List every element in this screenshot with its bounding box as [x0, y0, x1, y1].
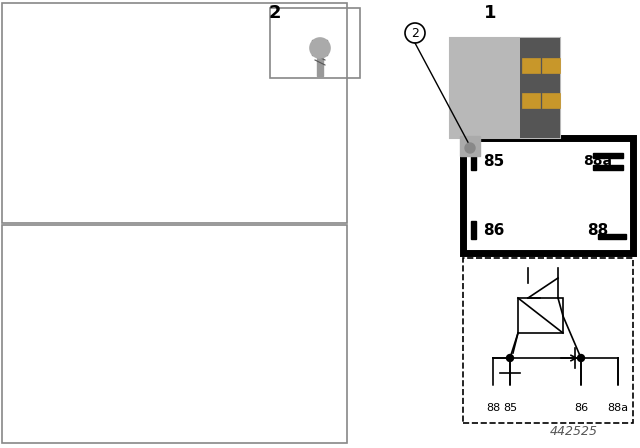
- Bar: [463, 258, 633, 423]
- Circle shape: [506, 387, 515, 396]
- Bar: [522, 58, 540, 73]
- Text: 88: 88: [588, 223, 609, 237]
- Text: 2: 2: [269, 4, 281, 22]
- Text: 442525: 442525: [550, 425, 598, 438]
- Circle shape: [488, 387, 497, 396]
- Text: 1: 1: [484, 4, 496, 22]
- Circle shape: [614, 387, 623, 396]
- Bar: [450, 38, 560, 138]
- Circle shape: [577, 354, 584, 362]
- Bar: [471, 221, 476, 239]
- Bar: [518, 298, 563, 333]
- Bar: [542, 58, 560, 73]
- Bar: [542, 93, 560, 108]
- Circle shape: [506, 354, 513, 362]
- Text: 88a: 88a: [607, 403, 628, 413]
- Text: 85: 85: [503, 403, 517, 413]
- Text: 88a: 88a: [584, 154, 612, 168]
- Bar: [598, 234, 626, 239]
- Circle shape: [577, 387, 586, 396]
- Text: 2: 2: [411, 26, 419, 39]
- Bar: [270, 8, 360, 78]
- Bar: [460, 136, 480, 156]
- Bar: [522, 93, 540, 108]
- Text: 86: 86: [483, 223, 504, 237]
- Bar: [463, 138, 633, 253]
- Bar: [593, 153, 623, 158]
- Text: 86: 86: [574, 403, 588, 413]
- Bar: [471, 152, 476, 170]
- Bar: [2, 225, 347, 443]
- Circle shape: [465, 143, 475, 153]
- Circle shape: [310, 38, 330, 58]
- Text: 88: 88: [486, 403, 500, 413]
- Bar: [317, 58, 323, 76]
- Bar: [2, 3, 347, 223]
- Text: 85: 85: [483, 154, 504, 168]
- Bar: [593, 165, 623, 170]
- Bar: [520, 38, 560, 138]
